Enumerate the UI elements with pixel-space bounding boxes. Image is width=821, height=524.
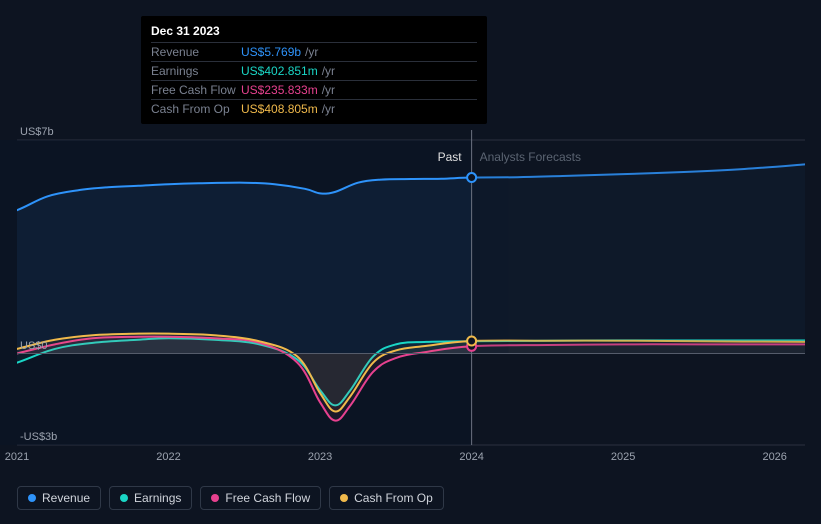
tooltip-row: RevenueUS$5.769b/yr xyxy=(151,42,477,61)
tooltip-row: Cash From OpUS$408.805m/yr xyxy=(151,99,477,118)
tooltip-date: Dec 31 2023 xyxy=(151,22,477,42)
tooltip-row-value: US$5.769b xyxy=(241,45,301,59)
legend-item-revenue[interactable]: Revenue xyxy=(17,486,101,510)
tooltip-row-unit: /yr xyxy=(322,64,335,78)
legend-item-cfo[interactable]: Cash From Op xyxy=(329,486,444,510)
x-axis-label: 2022 xyxy=(156,451,180,463)
tooltip-row-value: US$235.833m xyxy=(241,83,318,97)
legend-dot-icon xyxy=(211,494,219,502)
region-label-past: Past xyxy=(438,150,462,164)
legend-item-earnings[interactable]: Earnings xyxy=(109,486,192,510)
legend-dot-icon xyxy=(120,494,128,502)
x-axis-label: 2024 xyxy=(459,451,483,463)
tooltip-row: EarningsUS$402.851m/yr xyxy=(151,61,477,80)
earnings-revenue-chart: US$7b US$0 -US$3b 2021 2022 2023 2024 2025 2026… xyxy=(0,0,821,524)
hover-tooltip: Dec 31 2023 RevenueUS$5.769b/yrEarningsU… xyxy=(141,16,487,124)
legend-label: Revenue xyxy=(42,491,90,505)
tooltip-row-unit: /yr xyxy=(322,102,335,116)
y-axis-label: -US$3b xyxy=(20,431,57,443)
tooltip-row-label: Revenue xyxy=(151,45,241,59)
legend-item-fcf[interactable]: Free Cash Flow xyxy=(200,486,321,510)
x-axis-label: 2021 xyxy=(5,451,29,463)
legend-label: Earnings xyxy=(134,491,181,505)
tooltip-row-value: US$408.805m xyxy=(241,102,318,116)
tooltip-row-unit: /yr xyxy=(322,83,335,97)
legend-dot-icon xyxy=(340,494,348,502)
tooltip-row-value: US$402.851m xyxy=(241,64,318,78)
x-axis-label: 2023 xyxy=(308,451,332,463)
y-axis-label: US$7b xyxy=(20,126,54,138)
tooltip-row-label: Free Cash Flow xyxy=(151,83,241,97)
legend-label: Cash From Op xyxy=(354,491,433,505)
legend-dot-icon xyxy=(28,494,36,502)
y-axis-label: US$0 xyxy=(20,340,48,352)
legend-label: Free Cash Flow xyxy=(225,491,310,505)
tooltip-row-label: Earnings xyxy=(151,64,241,78)
legend: Revenue Earnings Free Cash Flow Cash From O… xyxy=(17,486,444,510)
region-label-forecast: Analysts Forecasts xyxy=(480,150,581,164)
x-axis-label: 2025 xyxy=(611,451,635,463)
tooltip-row-unit: /yr xyxy=(305,45,318,59)
x-axis-label: 2026 xyxy=(762,451,786,463)
tooltip-row-label: Cash From Op xyxy=(151,102,241,116)
tooltip-row: Free Cash FlowUS$235.833m/yr xyxy=(151,80,477,99)
